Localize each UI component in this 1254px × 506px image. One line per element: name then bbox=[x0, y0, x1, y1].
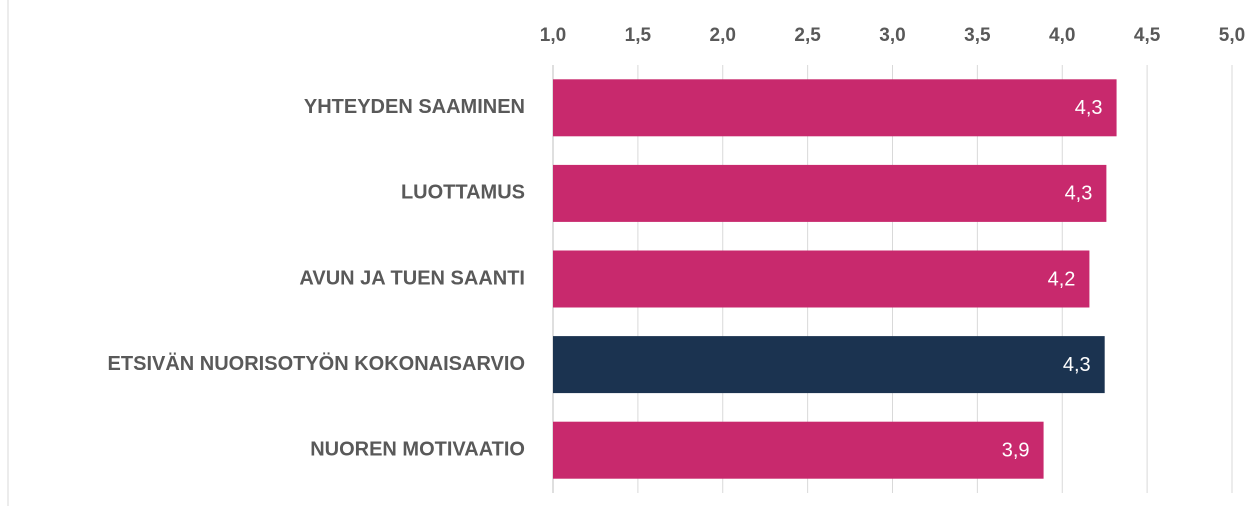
bar bbox=[553, 164, 1107, 222]
y-tick-label: AVUN JA TUEN SAANTI bbox=[299, 267, 525, 289]
x-tick-label: 2,0 bbox=[710, 25, 736, 46]
value-label: 4,3 bbox=[1065, 183, 1093, 205]
bar bbox=[553, 79, 1117, 137]
y-tick-label: YHTEYDEN SAAMINEN bbox=[304, 96, 525, 118]
x-tick-label: 2,5 bbox=[794, 25, 821, 46]
x-tick-label: 3,5 bbox=[964, 25, 991, 46]
x-tick-label: 3,0 bbox=[879, 25, 905, 46]
x-tick-label: 4,0 bbox=[1049, 25, 1075, 46]
value-label: 4,2 bbox=[1048, 268, 1076, 290]
y-tick-label: ETSIVÄN NUORISOTYÖN KOKONAISARVIO bbox=[108, 352, 525, 375]
bar bbox=[553, 421, 1044, 479]
value-label: 3,9 bbox=[1002, 439, 1030, 461]
y-tick-label: NUOREN MOTIVAATIO bbox=[310, 438, 525, 460]
bar bbox=[553, 336, 1105, 394]
x-tick-label: 1,0 bbox=[540, 25, 566, 46]
x-tick-label: 1,5 bbox=[625, 25, 652, 46]
value-label: 4,3 bbox=[1063, 354, 1091, 376]
x-tick-label: 4,5 bbox=[1134, 25, 1161, 46]
value-label: 4,3 bbox=[1075, 97, 1103, 119]
bar bbox=[553, 250, 1090, 308]
y-tick-label: LUOTTAMUS bbox=[401, 182, 525, 204]
x-tick-label: 5,0 bbox=[1219, 25, 1245, 46]
